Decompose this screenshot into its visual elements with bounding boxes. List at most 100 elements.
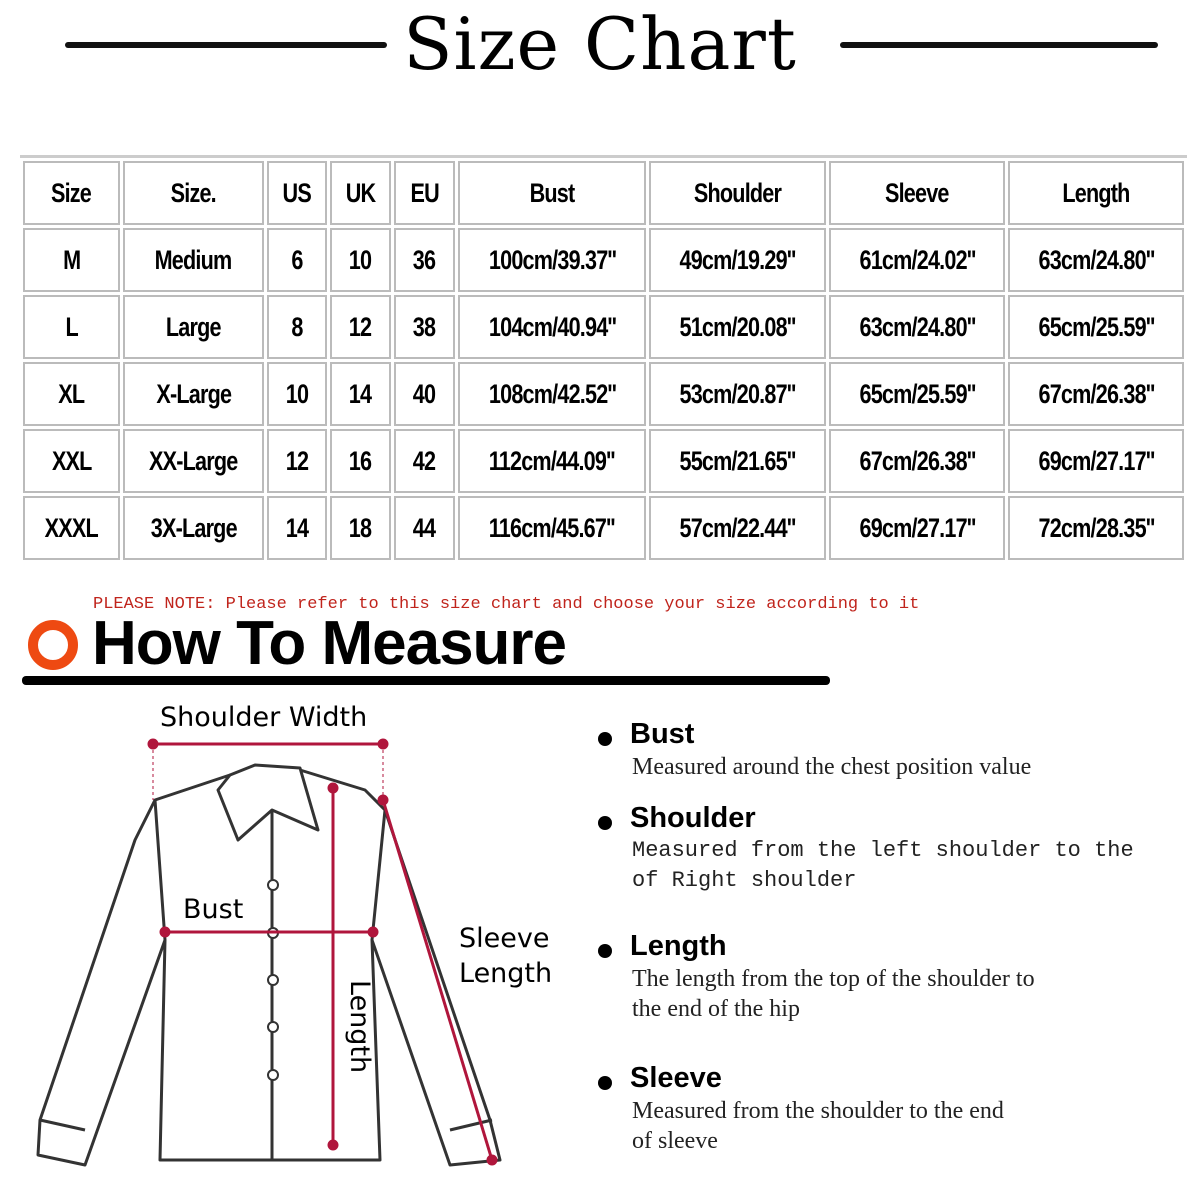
table-row: XXL XX-Large 12 16 42 112cm/44.09'' 55cm/21.65… (23, 429, 1184, 493)
column-header: Sleeve (829, 161, 1005, 225)
cell-text: XXXL (44, 512, 99, 543)
header-text: Sleeve (885, 177, 949, 208)
table-cell: 53cm/20.87'' (649, 362, 826, 426)
table-cell: X-Large (123, 362, 264, 426)
measure-description: The length from the top of the shoulder … (632, 966, 1035, 992)
bullet-icon (598, 816, 612, 830)
cell-text: 72cm/28.35'' (1038, 512, 1155, 543)
table-cell: 108cm/42.52'' (458, 362, 646, 426)
cell-text: 10 (349, 244, 372, 275)
guide-lines (152, 744, 384, 800)
ring-icon (28, 620, 78, 670)
table-cell: 51cm/20.08'' (649, 295, 826, 359)
table-header-row: Size Size. US UK EU Bust Shoulder Sleeve Length (23, 161, 1184, 225)
table-cell: 12 (330, 295, 391, 359)
table-cell: XXL (23, 429, 120, 493)
cell-text: 63cm/24.80'' (1038, 244, 1155, 275)
table-cell: 112cm/44.09'' (458, 429, 646, 493)
bullet-icon (598, 1076, 612, 1090)
cell-text: 8 (291, 311, 303, 342)
cell-text: XX-Large (149, 445, 238, 476)
column-header: Bust (458, 161, 646, 225)
table-cell: 14 (267, 496, 327, 560)
table-row: XXXL 3X-Large 14 18 44 116cm/45.67'' 57cm/22.4… (23, 496, 1184, 560)
table-cell: 49cm/19.29'' (649, 228, 826, 292)
cell-text: 65cm/25.59'' (1038, 311, 1155, 342)
shirt-diagram (36, 738, 502, 1167)
table-cell: 6 (267, 228, 327, 292)
cell-text: 57cm/22.44'' (679, 512, 797, 543)
column-header: UK (330, 161, 391, 225)
table-cell: M (23, 228, 120, 292)
measure-description: of Right shoulder (632, 868, 857, 893)
table-cell: XXXL (23, 496, 120, 560)
table-cell: 67cm/26.38'' (829, 429, 1005, 493)
section-rule (22, 676, 830, 685)
cell-text: XL (58, 378, 85, 409)
label-shoulder-width: Shoulder Width (160, 702, 368, 733)
measure-description: Measured from the left shoulder to the (632, 838, 1134, 863)
cell-text: 36 (413, 244, 436, 275)
cell-text: 112cm/44.09'' (489, 445, 616, 476)
table-cell: 69cm/27.17'' (829, 496, 1005, 560)
table-row: M Medium 6 10 36 100cm/39.37'' 49cm/19.29'' 61c… (23, 228, 1184, 292)
cell-text: 67cm/26.38'' (859, 445, 976, 476)
cell-text: M (62, 244, 81, 275)
cell-text: 100cm/39.37'' (488, 244, 616, 275)
cell-text: 12 (349, 311, 372, 342)
table-cell: 63cm/24.80'' (829, 295, 1005, 359)
column-header: Shoulder (649, 161, 826, 225)
cell-text: X-Large (156, 378, 232, 409)
cell-text: 44 (413, 512, 436, 543)
size-note: PLEASE NOTE: Please refer to this size c… (93, 595, 920, 614)
table-cell: 100cm/39.37'' (458, 228, 646, 292)
cell-text: Medium (155, 244, 233, 275)
column-header: Length (1008, 161, 1184, 225)
title-rule-left (65, 42, 387, 48)
measure-heading: Length (630, 930, 727, 962)
header-text: US (282, 177, 312, 208)
table-cell: 61cm/24.02'' (829, 228, 1005, 292)
cell-text: 6 (291, 244, 303, 275)
cell-text: 16 (349, 445, 372, 476)
measure-description: Measured around the chest position value (632, 754, 1032, 780)
cell-text: 108cm/42.52'' (488, 378, 616, 409)
table-cell: 69cm/27.17'' (1008, 429, 1184, 493)
table-cell: 42 (394, 429, 455, 493)
cell-text: 104cm/40.94'' (488, 311, 616, 342)
table-cell: XL (23, 362, 120, 426)
shirt-outline (36, 763, 502, 1167)
label-length: Length (344, 980, 375, 1074)
cell-text: 61cm/24.02'' (859, 244, 976, 275)
header-text: Size. (170, 177, 217, 208)
cell-text: 42 (413, 445, 436, 476)
table-row: XL X-Large 10 14 40 108cm/42.52'' 53cm/20.87''… (23, 362, 1184, 426)
table-cell: 63cm/24.80'' (1008, 228, 1184, 292)
table-cell: 40 (394, 362, 455, 426)
table-row: L Large 8 12 38 104cm/40.94'' 51cm/20.08'' 63cm… (23, 295, 1184, 359)
table-cell: 55cm/21.65'' (649, 429, 826, 493)
cell-text: 3X-Large (150, 512, 237, 543)
header-text: Bust (529, 177, 576, 208)
cell-text: 67cm/26.38'' (1038, 378, 1155, 409)
table-cell: 16 (330, 429, 391, 493)
table-cell: 116cm/45.67'' (458, 496, 646, 560)
how-to-measure-title: How To Measure (92, 609, 567, 678)
table-cell: 44 (394, 496, 455, 560)
label-sleeve-length: Length (459, 958, 553, 989)
cell-text: 65cm/25.59'' (859, 378, 976, 409)
table-cell: 104cm/40.94'' (458, 295, 646, 359)
header-text: UK (345, 177, 376, 208)
header-text: Size (51, 177, 92, 208)
table-cell: L (23, 295, 120, 359)
table-cell: 38 (394, 295, 455, 359)
table-cell: Large (123, 295, 264, 359)
cell-text: 40 (413, 378, 436, 409)
cell-text: 14 (285, 512, 309, 543)
label-bust: Bust (183, 894, 244, 925)
cell-text: 55cm/21.65'' (679, 445, 797, 476)
table-cell: 57cm/22.44'' (649, 496, 826, 560)
measure-heading: Shoulder (630, 802, 756, 834)
cell-text: 18 (349, 512, 372, 543)
cell-text: 14 (349, 378, 372, 409)
